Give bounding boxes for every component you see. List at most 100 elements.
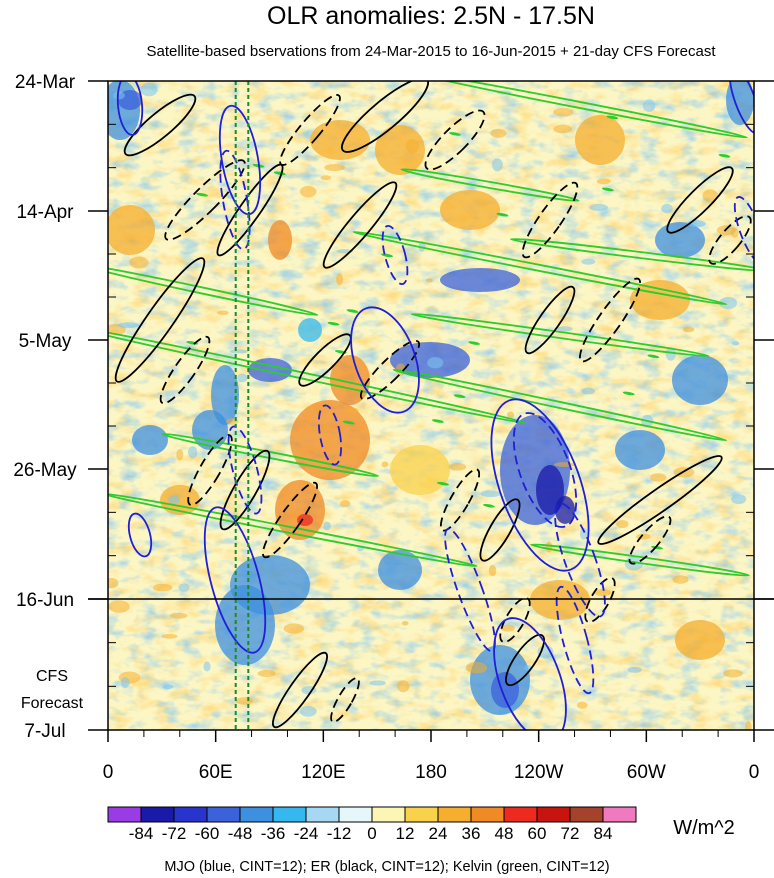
mjo-contour-negative	[381, 225, 409, 285]
plot-area	[108, 81, 754, 730]
mjo-contour-positive	[350, 306, 420, 414]
colorbar-swatch	[140, 806, 175, 823]
er-contour-negative	[708, 215, 752, 265]
er-contour-positive	[219, 449, 271, 531]
colorbar-swatch	[536, 806, 571, 823]
anomaly-speck	[108, 577, 119, 589]
anomaly-patch	[390, 445, 450, 495]
colorbar-swatch	[569, 806, 604, 823]
er-contour-positive	[123, 93, 197, 157]
er-contour-negative	[330, 677, 360, 723]
x-tick-label: 120W	[514, 762, 564, 783]
mjo-contour-positive	[490, 398, 590, 572]
anomaly-speck	[168, 495, 180, 505]
anomaly-speck	[556, 326, 573, 332]
anomaly-speck	[649, 473, 667, 482]
anomaly-speck	[579, 528, 588, 540]
er-contour-positive	[114, 257, 206, 383]
anomaly-speck	[235, 697, 254, 705]
anomaly-patch	[268, 220, 292, 260]
kelvin-dash	[346, 309, 359, 313]
er-contour-positive	[322, 181, 398, 269]
y-tick-label: 24-Mar	[15, 72, 76, 93]
colorbar-swatch	[239, 806, 274, 823]
anomaly-patch	[310, 120, 370, 160]
kelvin-dash	[196, 192, 208, 197]
er-contour-negative	[262, 481, 318, 559]
kelvin-contour	[108, 263, 319, 317]
anomaly-patch	[108, 81, 140, 140]
anomaly-speck	[324, 164, 346, 172]
mjo-contour-negative	[219, 149, 251, 251]
kelvin-contour	[108, 492, 478, 568]
anomaly-speck	[616, 520, 629, 529]
kelvin-contour	[510, 237, 754, 273]
colorbar-label: -36	[261, 824, 286, 843]
x-tick-label: 120E	[301, 762, 345, 783]
y-tick-label: 26-May	[13, 460, 77, 481]
anomaly-speck	[401, 620, 409, 626]
anomaly-speck	[702, 189, 719, 203]
anomaly-patch	[675, 620, 725, 660]
x-tick-label: 60E	[199, 762, 233, 783]
mjo-contour-negative	[444, 527, 496, 653]
anomaly-speck	[178, 583, 190, 592]
anomaly-speck	[120, 677, 130, 689]
kelvin-dash	[431, 419, 444, 423]
anomaly-speck	[465, 661, 488, 674]
anomaly-speck	[299, 705, 317, 717]
er-contour-negative	[159, 335, 211, 405]
anomaly-speck	[427, 357, 444, 369]
er-contours	[114, 81, 752, 729]
y-tick-label: 5-May	[19, 331, 72, 352]
colorbar-swatch	[602, 806, 637, 823]
anomaly-speck	[480, 490, 502, 498]
contour-legend-footer: MJO (blue, CINT=12); ER (black, CINT=12)…	[164, 859, 609, 875]
mjo-contour-positive	[127, 512, 153, 558]
kelvin-dash	[606, 115, 619, 120]
chart-subtitle: Satellite-based bservations from 24-Mar-…	[146, 43, 716, 60]
x-tick-label: 0	[749, 762, 760, 783]
colorbar-label: 0	[367, 824, 376, 843]
anomaly-patch	[440, 268, 520, 292]
y-tick-label: 7-Jul	[24, 721, 65, 742]
anomaly-speck	[596, 178, 611, 185]
colorbar: -84 -72 -60 -48 -36 -24 -12 0 12 24 36 48 60 72 84	[107, 806, 637, 843]
mjo-contour-negative	[733, 196, 754, 264]
anomaly-speck	[627, 666, 642, 673]
er-contour-negative	[187, 434, 233, 506]
colorbar-label: 60	[528, 824, 547, 843]
anomaly-speck	[672, 575, 689, 584]
anomaly-speck	[500, 624, 515, 632]
mjo-contour-positive	[203, 506, 267, 654]
anomaly-speck	[731, 341, 740, 346]
anomaly-speck	[162, 684, 174, 690]
kelvin-dash	[651, 545, 663, 550]
er-contour-positive	[298, 333, 352, 387]
anomaly-speck	[283, 623, 305, 634]
anomaly-patch	[726, 81, 754, 125]
kelvin-dash	[718, 153, 731, 158]
anomaly-speck	[448, 463, 467, 471]
colorbar-label: 84	[594, 824, 613, 843]
colorbar-swatch	[107, 806, 142, 823]
anomaly-speck	[339, 500, 351, 508]
anomaly-speck	[545, 541, 553, 553]
anomaly-patch	[615, 430, 665, 470]
anomaly-patch	[491, 672, 519, 708]
mjo-contour-negative	[555, 585, 595, 695]
anomaly-speck	[553, 124, 573, 134]
er-contour-negative	[424, 109, 486, 171]
chart-title: OLR anomalies: 2.5N - 17.5N	[267, 2, 595, 30]
kelvin-dash	[468, 341, 481, 345]
anomaly-speck	[237, 373, 248, 383]
colorbar-label: -84	[129, 824, 154, 843]
y-axis: 24-Mar 14-Apr 5-May 26-May 16-Jun 7-Jul	[13, 72, 774, 742]
anomaly-patch	[375, 125, 425, 175]
kelvin-dash	[453, 394, 466, 398]
er-contour-negative	[521, 181, 579, 259]
anomaly-speck	[731, 494, 747, 505]
anomaly-speck	[397, 680, 410, 693]
colorbar-swatch	[272, 806, 307, 823]
anomaly-speck	[425, 278, 433, 283]
